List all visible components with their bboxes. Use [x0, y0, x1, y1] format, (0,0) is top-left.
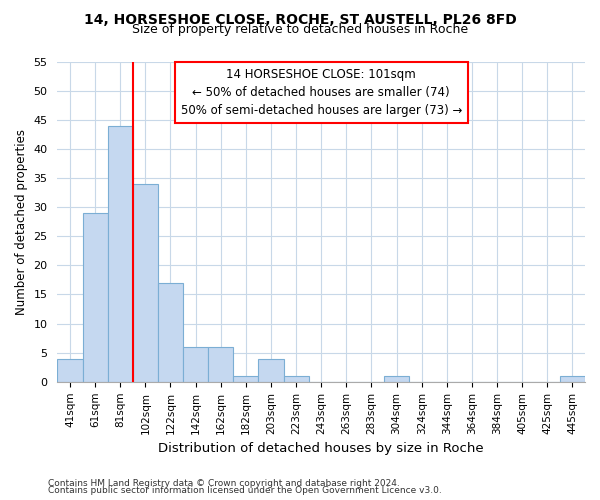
Bar — [384, 376, 409, 382]
Text: 14, HORSESHOE CLOSE, ROCHE, ST AUSTELL, PL26 8FD: 14, HORSESHOE CLOSE, ROCHE, ST AUSTELL, … — [83, 12, 517, 26]
Bar — [259, 358, 284, 382]
Y-axis label: Number of detached properties: Number of detached properties — [15, 128, 28, 314]
Text: Contains HM Land Registry data © Crown copyright and database right 2024.: Contains HM Land Registry data © Crown c… — [48, 478, 400, 488]
X-axis label: Distribution of detached houses by size in Roche: Distribution of detached houses by size … — [158, 442, 484, 455]
Bar — [560, 376, 585, 382]
Bar — [208, 347, 233, 382]
Bar — [83, 213, 107, 382]
Bar — [183, 347, 208, 382]
Text: 14 HORSESHOE CLOSE: 101sqm
← 50% of detached houses are smaller (74)
50% of semi: 14 HORSESHOE CLOSE: 101sqm ← 50% of deta… — [181, 68, 462, 117]
Bar — [107, 126, 133, 382]
Text: Size of property relative to detached houses in Roche: Size of property relative to detached ho… — [132, 22, 468, 36]
Bar — [133, 184, 158, 382]
Bar — [284, 376, 308, 382]
Bar — [58, 358, 83, 382]
Text: Contains public sector information licensed under the Open Government Licence v3: Contains public sector information licen… — [48, 486, 442, 495]
Bar — [158, 283, 183, 382]
Bar — [233, 376, 259, 382]
